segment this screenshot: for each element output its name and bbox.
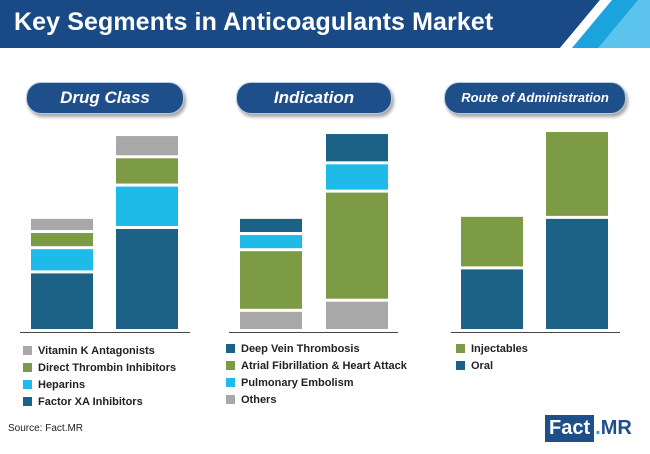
- bar-segment-chart1-bar1-series2: [326, 164, 388, 190]
- legend-label: Others: [241, 393, 277, 406]
- bar-segment-chart1-bar1-series3: [326, 134, 388, 162]
- legend-label: Atrial Fibrillation & Heart Attack: [241, 359, 407, 372]
- legend-item: Pulmonary Embolism: [226, 374, 407, 391]
- legend-swatch: [23, 397, 32, 406]
- source-note: Source: Fact.MR: [8, 423, 84, 434]
- panel-title-route: Route of Administration: [444, 82, 626, 114]
- legend-label: Deep Vein Thrombosis: [241, 342, 360, 355]
- legend-item: Vitamin K Antagonists: [23, 342, 176, 359]
- legend-label: Pulmonary Embolism: [241, 376, 354, 389]
- panel-title-indication: Indication: [236, 82, 392, 114]
- bar-segment-chart0-bar0-series1: [31, 249, 93, 271]
- logo-mr: MR: [600, 417, 632, 439]
- bar-segment-chart0-bar0-series2: [31, 233, 93, 247]
- panel-title-drug-class: Drug Class: [26, 82, 184, 114]
- legend-item: Atrial Fibrillation & Heart Attack: [226, 357, 407, 374]
- bar-segment-chart0-bar1-series3: [116, 136, 178, 156]
- bar-segment-chart0-bar0-series0: [31, 273, 93, 329]
- bar-segment-chart2-bar1-series1: [546, 132, 608, 216]
- legend-indication: Deep Vein Thrombosis Atrial Fibrillation …: [226, 340, 407, 408]
- bar-segment-chart1-bar1-series0: [326, 301, 388, 329]
- header-background: [0, 0, 650, 48]
- page-title: Key Segments in Anticoagulants Market: [14, 8, 494, 36]
- legend-swatch: [226, 361, 235, 370]
- legend-swatch: [226, 344, 235, 353]
- legend-swatch: [456, 344, 465, 353]
- header-band-lighter: [598, 0, 650, 48]
- legend-drug-class: Vitamin K Antagonists Direct Thrombin Inh…: [23, 342, 176, 410]
- bar-segment-chart0-bar1-series1: [116, 186, 178, 226]
- legend-swatch: [226, 378, 235, 387]
- factmr-logo: Fact . MR: [545, 415, 632, 442]
- legend-label: Factor XA Inhibitors: [38, 395, 143, 408]
- legend-item: Oral: [456, 357, 528, 374]
- header-band-dark: [0, 0, 600, 48]
- bar-segment-chart0-bar1-series0: [116, 228, 178, 329]
- legend-swatch: [23, 346, 32, 355]
- legend-swatch: [226, 395, 235, 404]
- logo-fact: Fact: [545, 415, 595, 442]
- legend-item: Heparins: [23, 376, 176, 393]
- header-banner: Key Segments in Anticoagulants Market: [0, 0, 650, 48]
- legend-item: Others: [226, 391, 407, 408]
- legend-item: Factor XA Inhibitors: [23, 393, 176, 410]
- bar-segment-chart1-bar0-series0: [240, 311, 302, 329]
- legend-swatch: [456, 361, 465, 370]
- legend-item: Direct Thrombin Inhibitors: [23, 359, 176, 376]
- bar-segment-chart2-bar0-series0: [461, 269, 523, 329]
- bar-segment-chart2-bar1-series0: [546, 218, 608, 329]
- legend-swatch: [23, 363, 32, 372]
- legend-label: Direct Thrombin Inhibitors: [38, 361, 177, 374]
- bar-segment-chart0-bar0-series3: [31, 218, 93, 231]
- legend-route: Injectables Oral: [456, 340, 528, 374]
- legend-item: Deep Vein Thrombosis: [226, 340, 407, 357]
- bar-segment-chart0-bar1-series2: [116, 158, 178, 184]
- legend-item: Injectables: [456, 340, 528, 357]
- bar-segment-chart1-bar1-series1: [326, 192, 388, 299]
- legend-label: Injectables: [471, 342, 528, 355]
- header-gap: [560, 0, 612, 48]
- legend-label: Vitamin K Antagonists: [38, 344, 155, 357]
- bar-segment-chart1-bar0-series1: [240, 251, 302, 309]
- bar-segment-chart2-bar0-series1: [461, 216, 523, 267]
- legend-label: Oral: [471, 359, 494, 372]
- legend-label: Heparins: [38, 378, 86, 391]
- legend-swatch: [23, 380, 32, 389]
- logo-dot: .: [595, 417, 601, 439]
- bar-segment-chart1-bar0-series3: [240, 218, 302, 233]
- bar-segment-chart1-bar0-series2: [240, 235, 302, 249]
